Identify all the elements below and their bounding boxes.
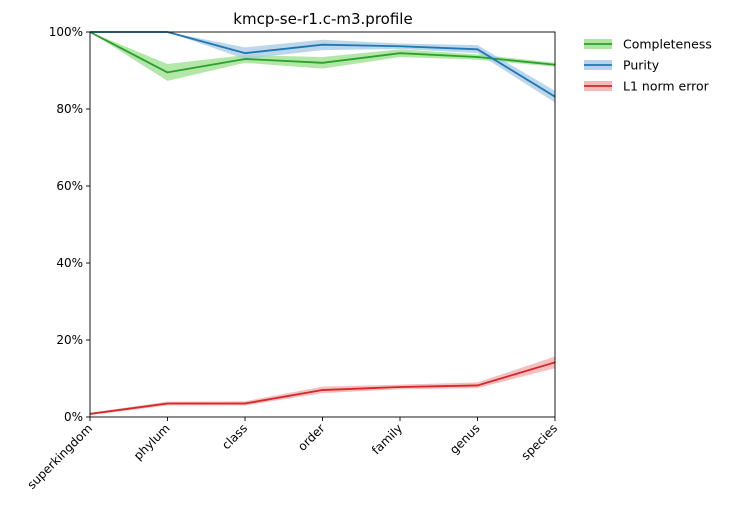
y-tick-label: 60% [56, 179, 83, 193]
series-lines [90, 31, 555, 415]
y-tick-label: 0% [64, 410, 83, 424]
purity-band [90, 32, 555, 103]
legend-item-completeness: Completeness [584, 37, 712, 52]
chart-title: kmcp-se-r1.c-m3.profile [233, 10, 412, 28]
x-axis: superkingdom phylum class order family genus s… [24, 417, 560, 492]
legend-item-purity: Purity [584, 58, 660, 73]
l1-norm-error-band [90, 356, 555, 416]
legend-label: Purity [623, 58, 660, 73]
legend-item-l1-norm-error: L1 norm error [584, 79, 710, 94]
confidence-bands [90, 32, 555, 416]
plot-area-frame [89, 31, 556, 418]
legend-label: Completeness [623, 37, 712, 52]
y-axis: 0% 20% 40% 60% 80% 100% [49, 25, 90, 424]
x-tick-label-family: family [369, 421, 405, 457]
x-tick-label-class: class [219, 421, 250, 452]
x-tick-label-phylum: phylum [131, 421, 173, 463]
y-tick-label: 100% [49, 25, 83, 39]
legend-label: L1 norm error [623, 79, 710, 94]
x-tick-label-species: species [519, 421, 561, 463]
completeness-band [90, 32, 555, 81]
x-tick-label-superkingdom: superkingdom [24, 421, 95, 492]
x-tick-label-genus: genus [447, 421, 483, 457]
legend: Completeness Purity L1 norm error [584, 37, 712, 94]
y-tick-label: 20% [56, 333, 83, 347]
y-tick-label: 40% [56, 256, 83, 270]
y-tick-label: 80% [56, 102, 83, 116]
x-tick-label-order: order [295, 421, 328, 454]
